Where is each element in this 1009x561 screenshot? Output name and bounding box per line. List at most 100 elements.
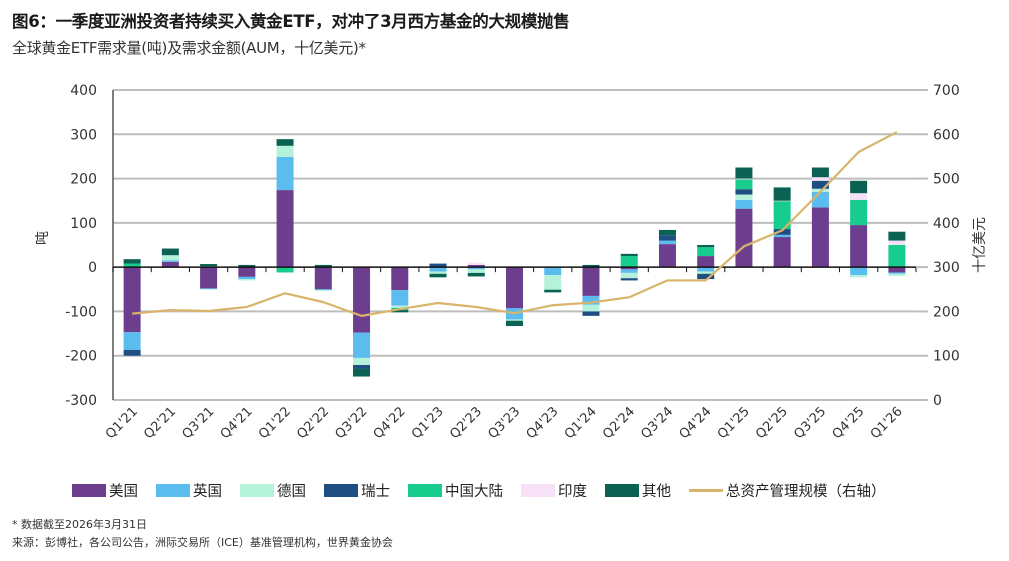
bar-segment (544, 275, 562, 290)
bar-segment (467, 264, 485, 268)
bar-segment (123, 259, 141, 264)
bar-segment (811, 180, 829, 189)
bar-segment (429, 263, 447, 268)
bar-segment (276, 139, 294, 146)
x-tick-label: Q4'25 (830, 404, 868, 442)
bar-segment (123, 332, 141, 350)
y-left-tick-label: 0 (88, 260, 97, 276)
bar-segment (353, 365, 371, 369)
legend-label: 其他 (642, 484, 671, 500)
legend-item: 中国大陆 (408, 480, 503, 501)
bar-segment (735, 179, 753, 190)
bar-segment (314, 289, 332, 291)
bar-segment (391, 310, 409, 313)
x-tick-label: Q2'24 (600, 404, 638, 442)
bar-segment (353, 267, 371, 333)
x-tick-label: Q4'23 (524, 404, 562, 442)
y-right-tick-label: 600 (933, 127, 960, 143)
bar-segment (353, 368, 371, 377)
bar-segment (735, 167, 753, 179)
legend-swatch (240, 484, 274, 497)
x-tick-label: Q2'21 (141, 404, 179, 442)
bar-segment (735, 189, 753, 195)
bar-segment (697, 245, 715, 248)
legend-item: 德国 (240, 480, 306, 501)
bar-segment (276, 267, 294, 273)
y-left-tick-label: 200 (70, 172, 97, 188)
bar-segment (658, 235, 676, 241)
bars (123, 139, 906, 377)
bar-segment (467, 267, 485, 270)
bar-segment (200, 288, 218, 290)
bar-segment (850, 193, 868, 200)
bar-segment (773, 234, 791, 238)
x-tick-label: Q1'21 (103, 404, 141, 442)
y-right-tick-label: 0 (933, 393, 942, 409)
chart-subtitle: 全球黄金ETF需求量(吨)及需求金额(AUM，十亿美元)* (12, 39, 366, 57)
bar-segment (276, 156, 294, 191)
y-left-tick-label: -300 (65, 393, 97, 409)
y-left-tick-label: -100 (65, 304, 97, 320)
y-right-tick-label: 400 (933, 216, 960, 232)
x-tick-label: Q4'24 (677, 404, 715, 442)
y-left-tick-label: 100 (70, 216, 97, 232)
bar-segment (276, 190, 294, 268)
footnote: * 数据截至2026年3月31日 (12, 518, 147, 531)
y-right-tick-label: 200 (933, 304, 960, 320)
zero-axis (112, 266, 917, 273)
bar-segment (658, 240, 676, 245)
bar-segment (888, 240, 906, 245)
legend-swatch (156, 484, 190, 497)
bar-segment (620, 278, 638, 281)
bar-segment (658, 229, 676, 236)
legend-item: 印度 (521, 480, 587, 501)
bar-segment (888, 245, 906, 268)
bar-segment (238, 279, 256, 281)
chart-title: 图6：一季度亚洲投资者持续买入黄金ETF，对冲了3月西方基金的大规模抛售 (12, 12, 570, 31)
legend-item: 英国 (156, 480, 222, 501)
bar-segment (735, 199, 753, 209)
bar-segment (697, 247, 715, 257)
y-axis-left-title: 吨 (35, 231, 51, 245)
y-right-tick-label: 100 (933, 349, 960, 365)
x-tick-label: Q1'22 (256, 404, 294, 442)
legend-label: 美国 (109, 484, 138, 500)
legend-label: 瑞士 (361, 484, 390, 500)
bar-segment (697, 267, 715, 272)
legend-swatch (521, 484, 555, 497)
bar-segment (620, 267, 638, 270)
bar-segment (811, 167, 829, 178)
legend: 美国 英国 德国 瑞士 中国大陆 印度 其他 总资产管理规模（右轴） (72, 480, 904, 501)
bar-segment (888, 231, 906, 241)
bar-segment (506, 320, 523, 327)
bar-segment (123, 349, 141, 356)
bar-segment (620, 256, 638, 268)
legend-item: 其他 (605, 480, 671, 501)
bar-segment (658, 244, 676, 268)
x-tick-label: Q3'23 (485, 404, 523, 442)
bar-segment (850, 275, 868, 278)
bar-segment (544, 289, 562, 293)
bar-segment (773, 187, 791, 201)
y-right-tick-label: 500 (933, 172, 960, 188)
bar-segment (238, 264, 256, 268)
bar-segment (773, 237, 791, 268)
bar-segment (276, 145, 294, 157)
bar-segment (811, 191, 829, 208)
bar-segment (161, 260, 179, 262)
gridlines (112, 89, 916, 401)
bar-segment (773, 201, 791, 230)
x-tick-label: Q2'22 (294, 404, 332, 442)
legend-item: 瑞士 (324, 480, 390, 501)
bar-segment (391, 267, 409, 291)
bar-segment (850, 180, 868, 194)
bar-segment (888, 273, 906, 276)
bar-segment (200, 267, 218, 289)
legend-swatch (324, 484, 358, 497)
bar-segment (238, 276, 256, 280)
bar-segment (391, 290, 409, 306)
bar-segment (697, 273, 715, 280)
bar-segment (735, 178, 753, 180)
legend-swatch (72, 484, 106, 497)
x-tick-label: Q1'26 (868, 404, 906, 442)
